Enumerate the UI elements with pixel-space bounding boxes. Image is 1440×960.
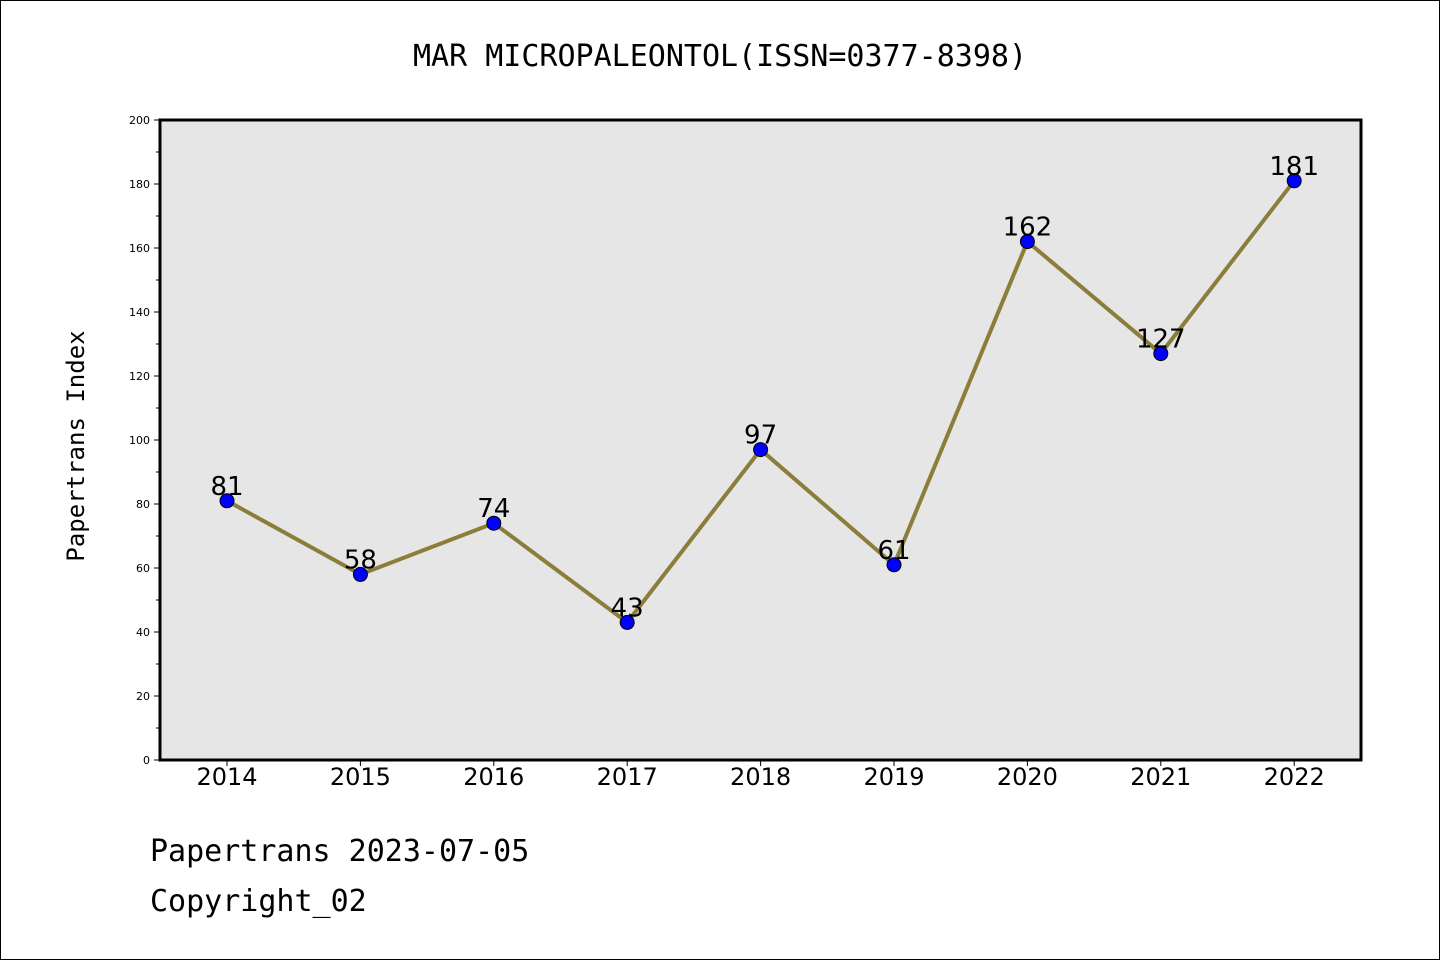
data-label: 74 <box>477 494 510 524</box>
footer-copyright: Copyright_02 <box>150 884 367 919</box>
x-tick-label: 2021 <box>1130 763 1191 791</box>
data-point <box>1286 173 1302 189</box>
data-point <box>1019 234 1035 250</box>
y-axis: 0 20 40 60 80 100 120 140 160 180 200 <box>129 114 160 767</box>
y-tick-label: 40 <box>136 626 150 639</box>
data-label: 61 <box>877 536 910 566</box>
y-tick-label: 60 <box>136 562 150 575</box>
data-point <box>486 515 502 531</box>
data-label: 81 <box>210 472 243 502</box>
x-tick-label: 2017 <box>597 763 658 791</box>
y-tick-label: 100 <box>129 434 150 447</box>
data-point <box>753 442 769 458</box>
x-tick-label: 2020 <box>997 763 1058 791</box>
plot-area <box>158 118 1363 762</box>
data-point <box>619 614 635 630</box>
y-tick-label: 0 <box>143 754 150 767</box>
data-point <box>219 493 235 509</box>
data-label: 97 <box>744 421 777 451</box>
chart-title: MAR MICROPALEONTOL(ISSN=0377-8398) <box>413 39 1027 74</box>
x-tick-label: 2019 <box>863 763 924 791</box>
data-point <box>886 557 902 573</box>
y-tick-label: 180 <box>129 178 150 191</box>
data-point <box>1153 346 1169 362</box>
x-axis: 2014 2015 2016 2017 2018 2019 2020 2021 2022 <box>196 760 1325 791</box>
y-tick-label: 160 <box>129 242 150 255</box>
data-labels: 81 58 74 43 97 61 162 127 181 <box>210 152 1319 624</box>
y-tick-label: 140 <box>129 306 150 319</box>
data-label: 127 <box>1136 325 1186 355</box>
x-tick-label: 2015 <box>330 763 391 791</box>
y-tick-label: 120 <box>129 370 150 383</box>
x-tick-label: 2016 <box>463 763 524 791</box>
footer-date: Papertrans 2023-07-05 <box>150 834 530 869</box>
y-tick-label: 20 <box>136 690 150 703</box>
y-tick-label: 80 <box>136 498 150 511</box>
y-axis-label: Papertrans Index <box>62 330 90 561</box>
x-tick-label: 2018 <box>730 763 791 791</box>
data-label: 58 <box>344 545 377 575</box>
x-tick-label: 2022 <box>1264 763 1325 791</box>
data-label: 181 <box>1269 152 1319 182</box>
data-label: 162 <box>1003 213 1053 243</box>
data-point <box>352 566 368 582</box>
series-group <box>219 173 1302 630</box>
data-label: 43 <box>611 593 644 623</box>
y-tick-label: 200 <box>129 114 150 127</box>
x-tick-label: 2014 <box>196 763 257 791</box>
